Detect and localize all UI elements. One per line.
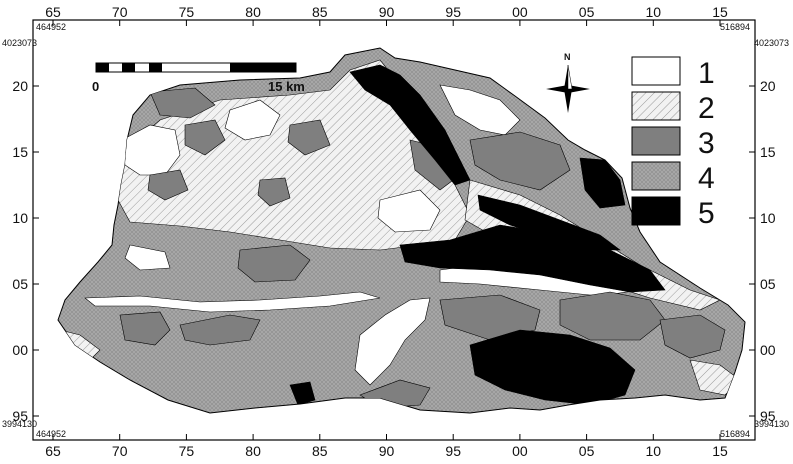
legend-swatch-5 — [631, 196, 681, 226]
class-3-region — [237, 244, 311, 283]
right-tick-label: 00 — [760, 342, 776, 358]
class-1-region — [377, 189, 441, 233]
class-5-region — [579, 157, 626, 209]
class-3-region — [147, 169, 189, 201]
left-tick-label: 15 — [12, 144, 28, 160]
watershed — [57, 47, 746, 414]
class-3-region — [469, 131, 571, 191]
class-1-region — [121, 124, 181, 176]
left-tick-label: 05 — [12, 276, 28, 292]
class-5-region — [469, 329, 636, 406]
legend-swatch-3 — [631, 126, 681, 156]
top-tick-label: 05 — [579, 4, 595, 20]
class-3-region — [119, 311, 171, 346]
top-tick-label: 90 — [379, 4, 395, 20]
bottom-tick-label: 80 — [245, 443, 261, 459]
left-tick-label: 10 — [12, 210, 28, 226]
legend-label-2: 2 — [698, 92, 715, 125]
bottom-tick-label: 90 — [379, 443, 395, 459]
top-tick-label: 85 — [312, 4, 328, 20]
right-tick-label: 20 — [760, 78, 776, 94]
legend: 1 2 3 4 5 — [631, 56, 715, 230]
corner-bottom-right-easting: 516894 — [720, 429, 750, 439]
legend-swatch-2 — [631, 91, 681, 121]
corner-bottom-left-easting: 464952 — [36, 429, 66, 439]
north-arrow-icon: N — [546, 52, 590, 113]
scale-start-label: 0 — [92, 79, 99, 94]
left-tick-label: 00 — [12, 342, 28, 358]
class-1-region — [224, 99, 281, 141]
class-3-region — [287, 119, 331, 156]
class-5-region — [289, 381, 316, 406]
class-1-region — [439, 84, 521, 136]
left-tick-label: 20 — [12, 78, 28, 94]
class-3-region — [559, 291, 666, 341]
scale-end-label: 15 km — [268, 79, 305, 94]
class-3-region — [257, 177, 291, 207]
class-5-region — [349, 64, 471, 186]
corner-top-right-easting: 516894 — [720, 22, 750, 32]
top-tick-label: 75 — [179, 4, 195, 20]
top-tick-label: 15 — [712, 4, 728, 20]
class-3-region — [184, 119, 226, 156]
bottom-tick-label: 70 — [112, 443, 128, 459]
legend-label-4: 4 — [698, 162, 715, 195]
corner-bottom-left-northing: 3994130 — [2, 419, 37, 429]
left-tick-label: 95 — [12, 408, 28, 424]
legend-label-3: 3 — [698, 127, 715, 160]
top-tick-label: 80 — [245, 4, 261, 20]
legend-label-1: 1 — [698, 57, 715, 90]
bottom-tick-label: 10 — [646, 443, 662, 459]
bottom-tick-label: 85 — [312, 443, 328, 459]
corner-top-left-easting: 464952 — [36, 22, 66, 32]
class-5-region — [399, 224, 666, 293]
top-tick-label: 00 — [512, 4, 528, 20]
class-3-region — [659, 314, 726, 359]
legend-swatch-1 — [631, 56, 681, 86]
right-tick-label: 05 — [760, 276, 776, 292]
top-tick-label: 95 — [445, 4, 461, 20]
corner-top-right-northing: 4023073 — [754, 38, 789, 48]
top-tick-label: 70 — [112, 4, 128, 20]
bottom-tick-label: 15 — [712, 443, 728, 459]
bottom-tick-label: 95 — [445, 443, 461, 459]
class-3-region — [439, 294, 541, 341]
corner-top-left-northing: 4023073 — [2, 38, 37, 48]
class-3-region — [149, 87, 216, 119]
class-1-region — [84, 291, 381, 313]
class-3-region — [179, 314, 261, 346]
right-tick-label: 95 — [760, 408, 776, 424]
right-tick-label: 10 — [760, 210, 776, 226]
class-5-region — [477, 194, 621, 251]
class-1-region — [124, 244, 171, 271]
bottom-tick-label: 65 — [45, 443, 61, 459]
top-tick-label: 65 — [45, 4, 61, 20]
scale-bar: 0 15 km — [92, 62, 305, 94]
north-label: N — [564, 52, 571, 62]
class-1-region — [354, 297, 431, 386]
bottom-tick-label: 05 — [579, 443, 595, 459]
map-frame — [32, 19, 756, 441]
corner-bottom-right-northing: 3994130 — [754, 419, 789, 429]
top-tick-label: 10 — [646, 4, 662, 20]
bottom-tick-label: 00 — [512, 443, 528, 459]
legend-swatch-4 — [631, 161, 681, 191]
right-tick-label: 15 — [760, 144, 776, 160]
legend-label-5: 5 — [698, 197, 715, 230]
bottom-tick-label: 75 — [179, 443, 195, 459]
